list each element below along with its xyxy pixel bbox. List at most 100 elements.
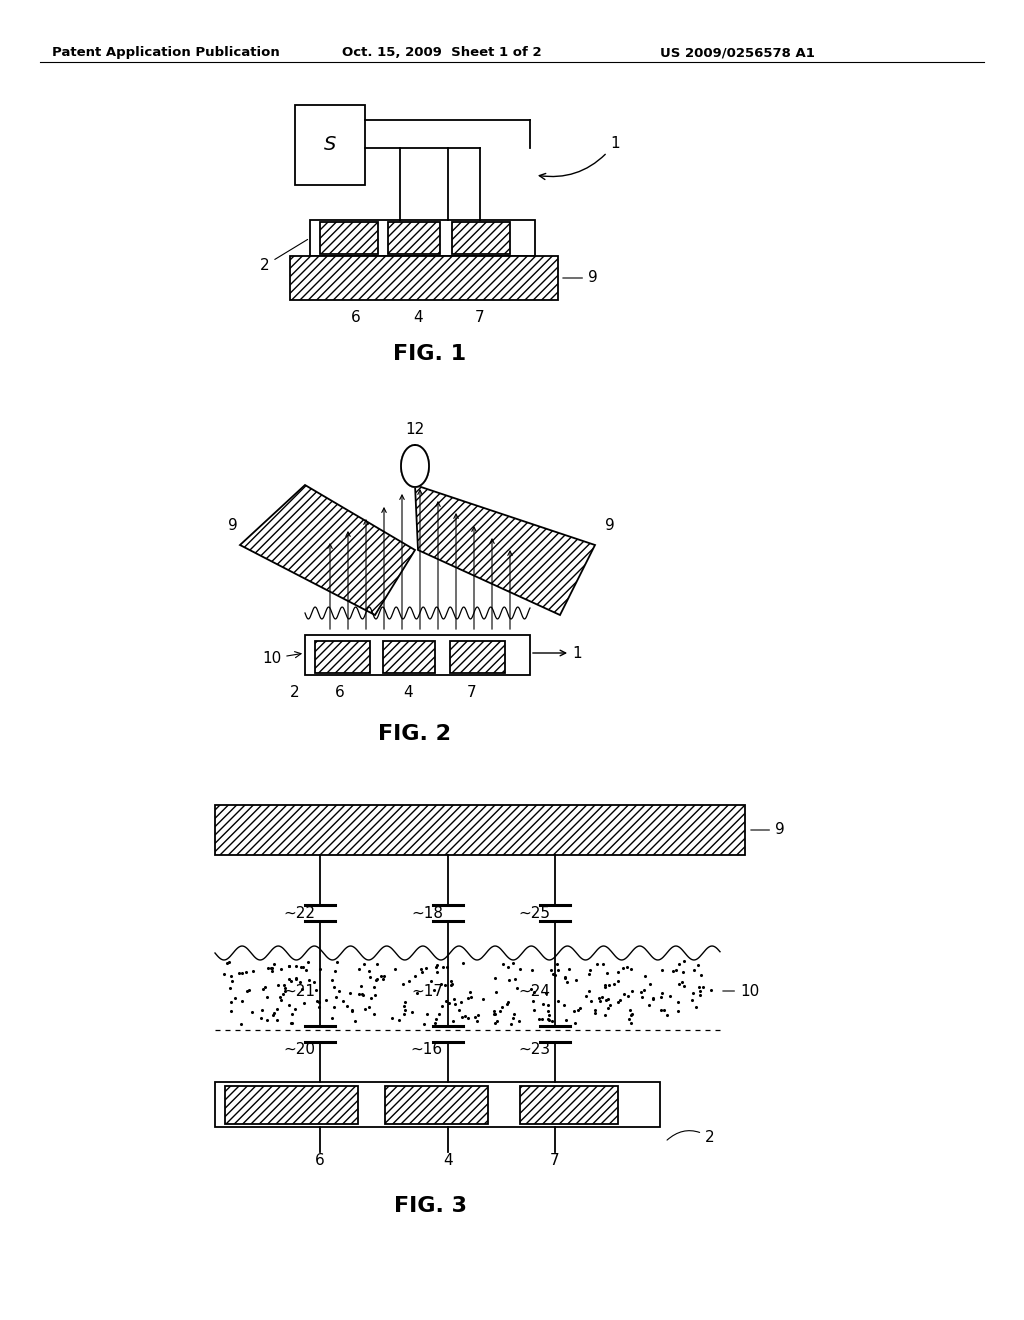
- Point: [641, 995, 657, 1016]
- Point: [506, 1003, 522, 1024]
- Point: [416, 1014, 432, 1035]
- Point: [326, 997, 342, 1018]
- Polygon shape: [401, 445, 429, 487]
- Point: [284, 1003, 300, 1024]
- Point: [460, 987, 476, 1008]
- Bar: [215, 805, 745, 855]
- Point: [691, 981, 708, 1002]
- Point: [598, 989, 614, 1010]
- Point: [240, 979, 256, 1001]
- Point: [423, 970, 439, 991]
- Point: [409, 983, 425, 1005]
- Point: [395, 1003, 412, 1024]
- Point: [418, 957, 434, 978]
- Text: 10: 10: [723, 983, 759, 998]
- Point: [653, 999, 670, 1020]
- Point: [276, 978, 293, 999]
- Point: [283, 970, 299, 991]
- Point: [550, 960, 566, 981]
- Point: [675, 961, 691, 982]
- Point: [486, 1003, 503, 1024]
- Point: [354, 983, 371, 1005]
- Point: [566, 1001, 583, 1022]
- Point: [272, 986, 289, 1007]
- Point: [485, 1001, 502, 1022]
- Point: [400, 970, 417, 991]
- Text: 7: 7: [475, 310, 484, 325]
- Point: [652, 986, 669, 1007]
- Point: [278, 981, 294, 1002]
- Point: [443, 970, 460, 991]
- Text: ~20: ~20: [283, 1043, 315, 1057]
- Point: [587, 999, 603, 1020]
- Point: [429, 954, 445, 975]
- Point: [215, 964, 231, 985]
- Point: [387, 958, 403, 979]
- Point: [578, 985, 594, 1006]
- Point: [419, 1003, 435, 1024]
- Point: [494, 997, 510, 1018]
- Point: [327, 960, 343, 981]
- Point: [688, 997, 705, 1018]
- Point: [414, 961, 430, 982]
- Text: 12: 12: [406, 422, 425, 437]
- Point: [403, 1001, 420, 1022]
- Point: [487, 982, 504, 1003]
- Point: [276, 974, 293, 995]
- Point: [610, 991, 627, 1012]
- Point: [666, 960, 682, 981]
- Point: [442, 974, 459, 995]
- Point: [662, 985, 678, 1006]
- Point: [440, 993, 457, 1014]
- Point: [671, 954, 687, 975]
- Point: [344, 1001, 360, 1022]
- Point: [288, 968, 304, 989]
- Point: [254, 999, 270, 1020]
- Point: [492, 1001, 508, 1022]
- Text: S: S: [324, 136, 336, 154]
- Text: 7: 7: [467, 685, 477, 700]
- Point: [690, 954, 707, 975]
- Point: [272, 958, 289, 979]
- Point: [540, 994, 556, 1015]
- Point: [259, 1010, 275, 1031]
- Point: [600, 989, 616, 1010]
- Point: [224, 970, 241, 991]
- Point: [427, 1012, 443, 1034]
- Point: [571, 998, 588, 1019]
- Point: [599, 962, 615, 983]
- Text: 6: 6: [335, 685, 345, 700]
- Point: [259, 958, 275, 979]
- Point: [366, 977, 382, 998]
- Point: [525, 982, 542, 1003]
- Point: [223, 991, 240, 1012]
- Point: [670, 991, 686, 1012]
- Bar: [225, 1086, 358, 1125]
- Point: [512, 958, 528, 979]
- Point: [305, 972, 322, 993]
- Point: [658, 1005, 675, 1026]
- Text: FIG. 2: FIG. 2: [379, 723, 452, 744]
- Point: [434, 995, 451, 1016]
- Point: [264, 961, 281, 982]
- Point: [524, 960, 541, 981]
- Point: [454, 1006, 470, 1027]
- Text: 2: 2: [260, 239, 307, 273]
- Point: [256, 977, 272, 998]
- Text: ~18: ~18: [411, 906, 443, 920]
- Point: [241, 979, 257, 1001]
- Point: [447, 994, 464, 1015]
- Point: [534, 1008, 550, 1030]
- Text: ~17: ~17: [411, 983, 443, 998]
- Point: [685, 982, 701, 1003]
- Text: FIG. 3: FIG. 3: [393, 1196, 467, 1216]
- Point: [504, 952, 520, 973]
- Text: 1: 1: [572, 645, 582, 660]
- Point: [353, 983, 370, 1005]
- Point: [620, 957, 636, 978]
- Point: [620, 986, 636, 1007]
- Point: [597, 974, 613, 995]
- Point: [436, 975, 453, 997]
- Text: 4: 4: [414, 310, 423, 325]
- Bar: [290, 256, 558, 300]
